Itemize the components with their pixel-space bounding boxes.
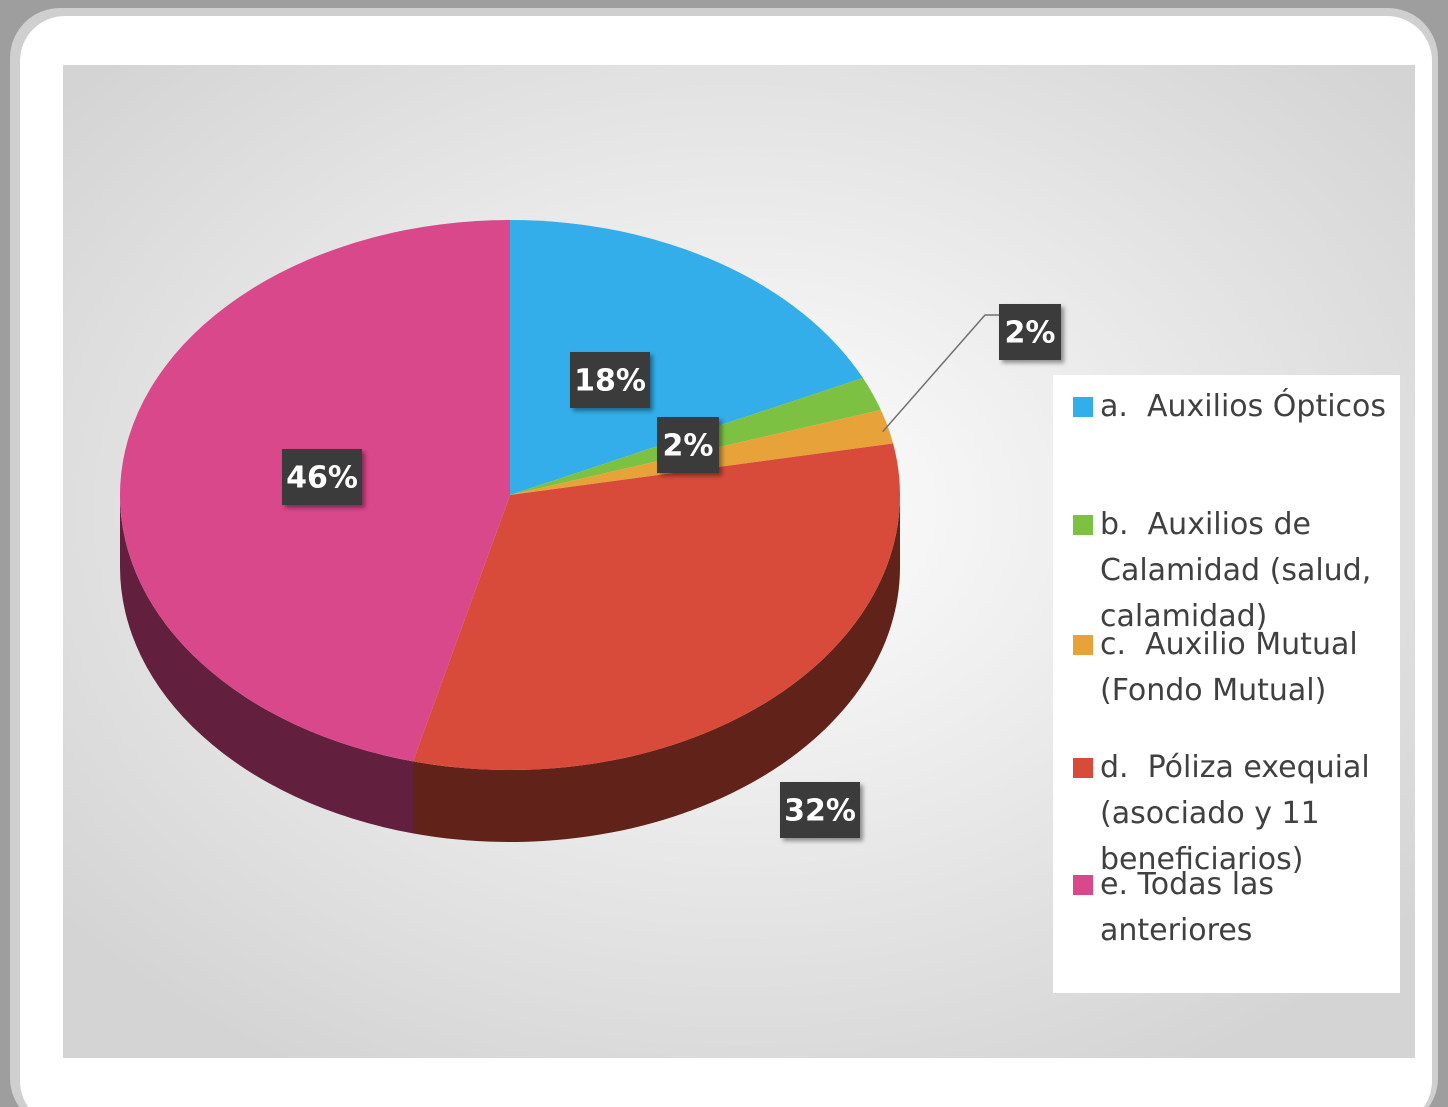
legend-swatch xyxy=(1073,758,1093,778)
data-label-box xyxy=(282,449,362,505)
pie-slice xyxy=(510,220,863,495)
legend-box xyxy=(1053,375,1400,993)
data-label: 18% xyxy=(574,364,646,399)
data-label: 46% xyxy=(286,461,358,496)
legend-label: b. Auxilios de Calamidad (salud, calamid… xyxy=(1100,507,1381,634)
legend-label: d. Póliza exequial (asociado y 11 benefi… xyxy=(1100,750,1380,877)
pie-slice xyxy=(413,443,901,770)
data-label: 32% xyxy=(784,794,856,829)
legend-label: e. Todas las anteriores xyxy=(1100,867,1284,948)
data-label-box xyxy=(657,417,719,473)
data-label-box xyxy=(570,352,650,408)
legend-label: a. Auxilios Ópticos xyxy=(1100,389,1387,424)
data-label-box xyxy=(999,304,1061,360)
data-label-box xyxy=(780,782,860,838)
legend-swatch xyxy=(1073,515,1093,535)
legend-swatch xyxy=(1073,875,1093,895)
leader-line xyxy=(882,314,1000,433)
data-label: 2% xyxy=(663,429,714,464)
legend-label: c. Auxilio Mutual (Fondo Mutual) xyxy=(1100,627,1368,708)
legend-swatch xyxy=(1073,397,1093,417)
pie-side xyxy=(413,495,900,842)
legend-swatch xyxy=(1073,635,1093,655)
data-label: 2% xyxy=(1005,316,1056,351)
pie-side xyxy=(120,495,414,834)
